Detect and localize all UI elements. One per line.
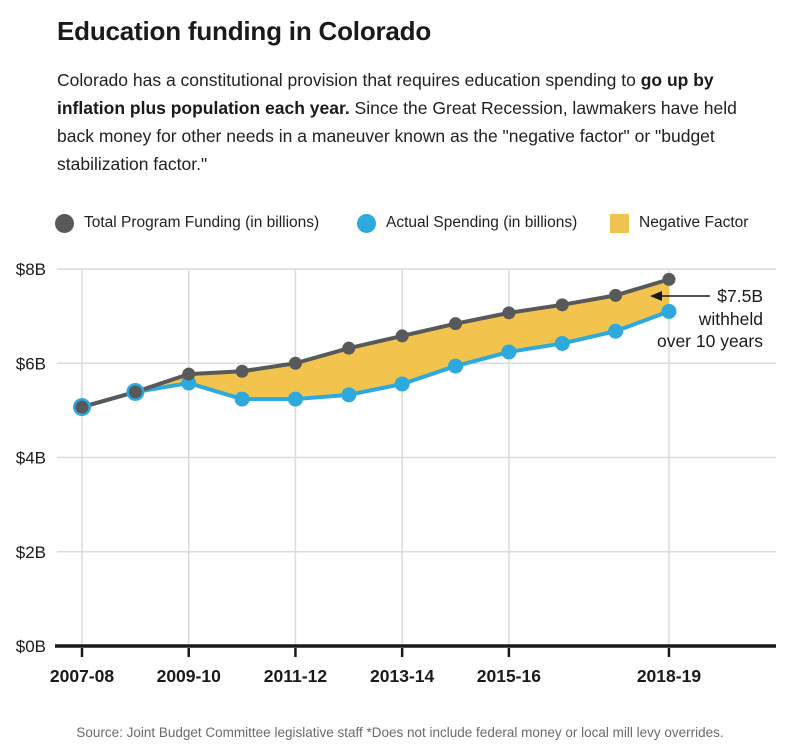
y-axis-tick-label: $8B [16, 260, 46, 279]
annotation-text-line: withheld [698, 309, 763, 329]
actual-spending-point [341, 387, 357, 403]
total-funding-point [502, 306, 516, 320]
actual-spending-line [81, 309, 670, 410]
actual-spending-point [448, 358, 464, 374]
chart-subtitle: Colorado has a constitutional provision … [57, 66, 741, 178]
x-axis-tick-label: 2009-10 [157, 666, 221, 686]
annotation-text-line: over 10 years [657, 331, 763, 351]
y-axis-tick-label: $0B [16, 637, 46, 656]
source-note: Source: Joint Budget Committee legislati… [76, 725, 724, 740]
total-funding-line [81, 277, 670, 410]
x-axis-tick-label: 2018-19 [637, 666, 701, 686]
legend-label-actual-spending: Actual Spending (in billions) [386, 214, 578, 231]
actual-spending-point [661, 303, 677, 319]
actual-spending-point [501, 344, 517, 360]
subtitle-text-continued: Since the Great Recession, lawmakers hav… [57, 98, 737, 174]
y-axis-tick-label: $6B [16, 354, 46, 373]
y-axis-tick-label: $2B [16, 543, 46, 562]
legend-label-negative-factor: Negative Factor [639, 214, 749, 231]
total-funding-point [75, 400, 89, 414]
x-axis-tick-label: 2015-16 [477, 666, 541, 686]
total-funding-point [449, 317, 463, 331]
gray-dot-marker [55, 213, 74, 233]
total-funding-point [128, 385, 142, 399]
x-axis-tick-label: 2007-08 [50, 666, 114, 686]
total-funding-point [395, 329, 409, 343]
chart-legend: Total Program Funding (in billions) Actu… [0, 211, 800, 235]
legend-item-total-funding: Total Program Funding (in billions) [55, 211, 319, 235]
total-funding-point [182, 367, 196, 381]
y-axis-tick-label: $4B [16, 449, 46, 468]
subtitle-bold-text: go up by inflation plus population each … [57, 70, 714, 118]
legend-label-total-funding: Total Program Funding (in billions) [84, 214, 320, 231]
actual-spending-point [234, 391, 250, 407]
actual-spending-point [287, 391, 303, 407]
legend-item-actual-spending: Actual Spending (in billions) [357, 211, 577, 235]
annotation-text-line: $7.5B [717, 286, 763, 306]
actual-spending-point [554, 335, 570, 351]
total-funding-point [609, 288, 623, 302]
x-axis-tick-label: 2013-14 [370, 666, 434, 686]
chart-title: Education funding in Colorado [57, 16, 432, 46]
annotation-arrowhead-icon [650, 291, 662, 301]
total-funding-point [662, 272, 676, 286]
total-funding-point [342, 341, 356, 355]
actual-spending-point [394, 376, 410, 392]
total-funding-point [235, 364, 249, 378]
x-axis-tick-label: 2011-12 [264, 666, 328, 686]
total-funding-point [288, 356, 302, 370]
yellow-square-marker [610, 213, 629, 233]
legend-item-negative-factor: Negative Factor [610, 211, 748, 235]
subtitle-text: Colorado has a constitutional provision … [57, 70, 641, 90]
blue-dot-marker [357, 213, 376, 233]
actual-spending-point [608, 323, 624, 339]
total-funding-point [555, 298, 569, 312]
